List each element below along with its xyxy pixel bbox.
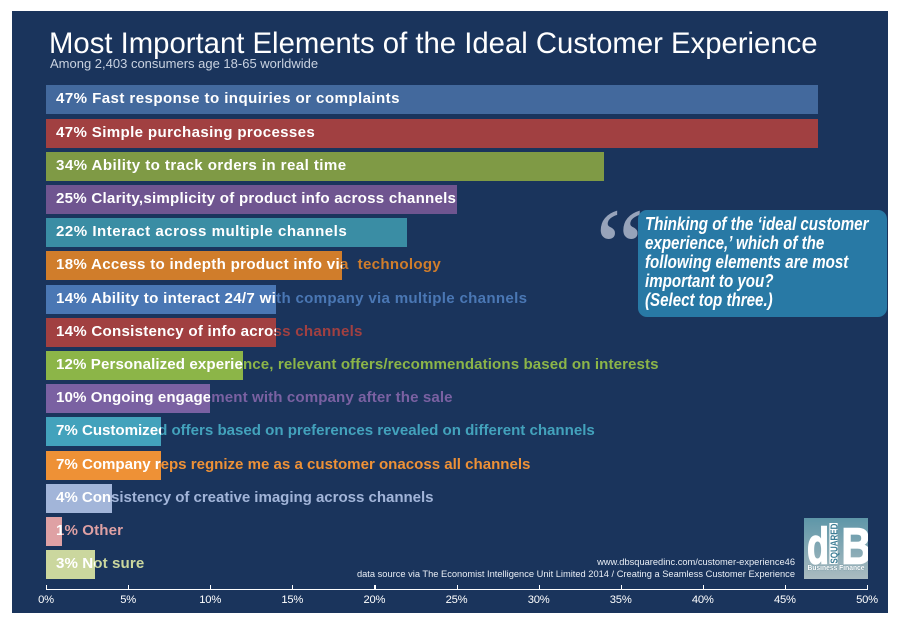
svg-text:Business Finance: Business Finance (808, 563, 865, 572)
svg-text:d: d (807, 518, 829, 574)
svg-text:SQUARED: SQUARED (828, 523, 840, 563)
svg-text:B: B (841, 518, 868, 574)
